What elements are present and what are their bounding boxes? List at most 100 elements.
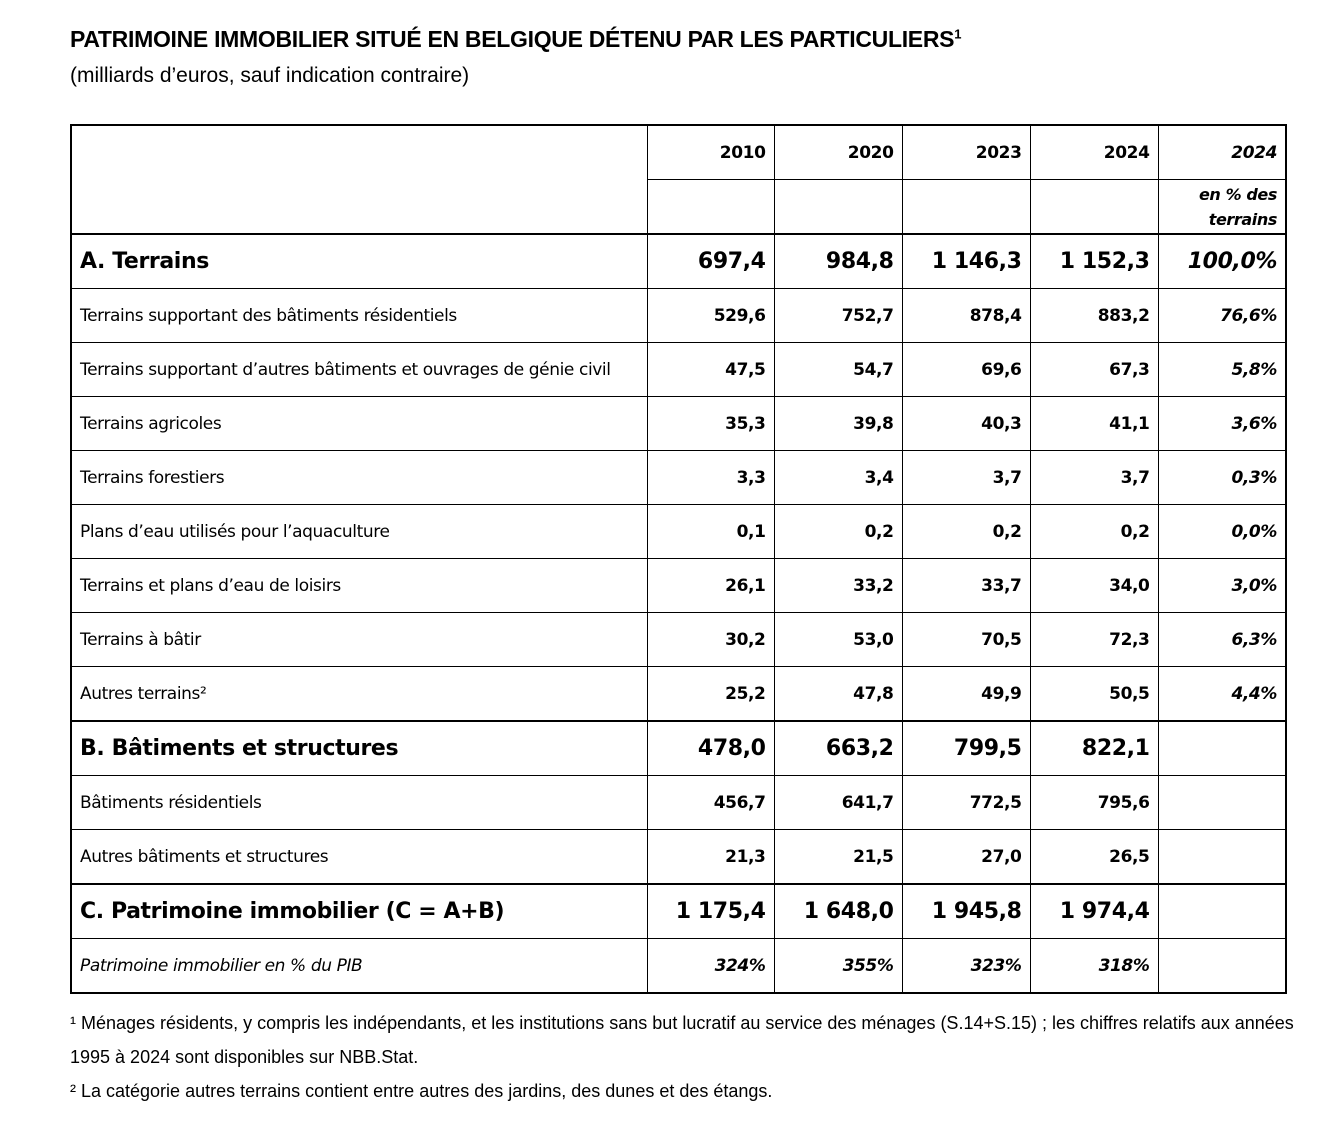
- value-cell: 529,6: [646, 288, 775, 343]
- table-row: Autres bâtiments et structures 21,3 21,5 27…: [70, 829, 1287, 885]
- subtitle: (milliards d’euros, sauf indication cont…: [70, 64, 470, 87]
- value-cell: 752,7: [773, 288, 903, 343]
- row-label: Terrains supportant d’autres bâtiments e…: [70, 342, 648, 397]
- value-cell: 984,8: [773, 233, 903, 289]
- value-cell: 30,2: [646, 612, 775, 667]
- empty-cell: [646, 179, 775, 235]
- pct-cell: 6,3%: [1157, 612, 1287, 667]
- value-cell: 355%: [773, 938, 903, 994]
- col-header: 2024: [1029, 124, 1159, 180]
- row-label: Autres bâtiments et structures: [70, 829, 648, 885]
- row-label: Patrimoine immobilier en % du PIB: [70, 938, 648, 994]
- col-header: 2024: [1157, 124, 1287, 180]
- empty-cell: [1029, 179, 1159, 235]
- value-cell: 799,5: [901, 720, 1031, 776]
- table-row: Terrains et plans d’eau de loisirs 26,1 33…: [70, 558, 1287, 613]
- row-label: Terrains et plans d’eau de loisirs: [70, 558, 648, 613]
- pct-cell: 3,0%: [1157, 558, 1287, 613]
- row-label: Bâtiments résidentiels: [70, 775, 648, 830]
- value-cell: 49,9: [901, 666, 1031, 722]
- value-cell: 1 945,8: [901, 883, 1031, 939]
- header-empty-cell: [70, 124, 648, 235]
- footnote-1: ¹ Ménages résidents, y compris les indép…: [70, 1013, 1294, 1067]
- value-cell: 0,2: [773, 504, 903, 559]
- value-cell: 54,7: [773, 342, 903, 397]
- pct-cell: 5,8%: [1157, 342, 1287, 397]
- row-label: Terrains agricoles: [70, 396, 648, 451]
- pct-cell: 76,6%: [1157, 288, 1287, 343]
- header-row-years: 2010 2020 2023 2024 2024: [70, 124, 1287, 235]
- row-label: Plans d’eau utilisés pour l’aquaculture: [70, 504, 648, 559]
- col-header: 2020: [773, 124, 903, 180]
- value-cell: 25,2: [646, 666, 775, 722]
- row-label: Terrains supportant des bâtiments réside…: [70, 288, 648, 343]
- row-label: A. Terrains: [70, 233, 648, 289]
- value-cell: 26,1: [646, 558, 775, 613]
- pct-cell: [1157, 775, 1287, 830]
- pct-cell: 3,6%: [1157, 396, 1287, 451]
- real-estate-table: 2010 2020 2023 2024 2024 en % des terrai…: [70, 124, 1287, 994]
- value-cell: 47,8: [773, 666, 903, 722]
- pct-cell: [1157, 938, 1287, 994]
- value-cell: 324%: [646, 938, 775, 994]
- value-cell: 67,3: [1029, 342, 1159, 397]
- footnote-2: ² La catégorie autres terrains contient …: [70, 1081, 773, 1101]
- value-cell: 456,7: [646, 775, 775, 830]
- value-cell: 878,4: [901, 288, 1031, 343]
- title-text: PATRIMOINE IMMOBILIER SITUÉ EN BELGIQUE …: [70, 26, 955, 52]
- value-cell: 21,3: [646, 829, 775, 885]
- table-row: Terrains à bâtir 30,2 53,0 70,5 72,3 6,3%: [70, 612, 1287, 667]
- table-row: Terrains supportant d’autres bâtiments e…: [70, 342, 1287, 397]
- pct-header: en % des terrains: [1157, 179, 1287, 235]
- value-cell: 41,1: [1029, 396, 1159, 451]
- pct-cell: [1157, 883, 1287, 939]
- row-label: C. Patrimoine immobilier (C = A+B): [70, 883, 648, 939]
- value-cell: 478,0: [646, 720, 775, 776]
- table-row: Bâtiments résidentiels 456,7 641,7 772,5 795…: [70, 775, 1287, 830]
- table-row: Terrains supportant des bâtiments réside…: [70, 288, 1287, 343]
- value-cell: 34,0: [1029, 558, 1159, 613]
- pct-cell: [1157, 829, 1287, 885]
- value-cell: 1 152,3: [1029, 233, 1159, 289]
- value-cell: 3,7: [901, 450, 1031, 505]
- value-cell: 3,3: [646, 450, 775, 505]
- table-row: Autres terrains² 25,2 47,8 49,9 50,5 4,4%: [70, 666, 1287, 722]
- value-cell: 21,5: [773, 829, 903, 885]
- value-cell: 70,5: [901, 612, 1031, 667]
- value-cell: 0,2: [1029, 504, 1159, 559]
- value-cell: 883,2: [1029, 288, 1159, 343]
- value-cell: 1 175,4: [646, 883, 775, 939]
- value-cell: 323%: [901, 938, 1031, 994]
- footnotes: ¹ Ménages résidents, y compris les indép…: [70, 1006, 1300, 1108]
- value-cell: 35,3: [646, 396, 775, 451]
- table-row: Terrains agricoles 35,3 39,8 40,3 41,1 3,6%: [70, 396, 1287, 451]
- value-cell: 33,2: [773, 558, 903, 613]
- value-cell: 3,4: [773, 450, 903, 505]
- pct-cell: 100,0%: [1157, 233, 1287, 289]
- pct-cell: 0,3%: [1157, 450, 1287, 505]
- value-cell: 0,1: [646, 504, 775, 559]
- table-row: B. Bâtiments et structures 478,0 663,2 799,…: [70, 720, 1287, 776]
- value-cell: 72,3: [1029, 612, 1159, 667]
- value-cell: 50,5: [1029, 666, 1159, 722]
- table-row: Plans d’eau utilisés pour l’aquaculture 0…: [70, 504, 1287, 559]
- row-label: Autres terrains²: [70, 666, 648, 722]
- value-cell: 697,4: [646, 233, 775, 289]
- value-cell: 69,6: [901, 342, 1031, 397]
- table-row: C. Patrimoine immobilier (C = A+B) 1 175,…: [70, 883, 1287, 939]
- value-cell: 3,7: [1029, 450, 1159, 505]
- page-title: PATRIMOINE IMMOBILIER SITUÉ EN BELGIQUE …: [70, 26, 961, 53]
- value-cell: 0,2: [901, 504, 1031, 559]
- value-cell: 33,7: [901, 558, 1031, 613]
- value-cell: 318%: [1029, 938, 1159, 994]
- empty-cell: [901, 179, 1031, 235]
- table-row: Terrains forestiers 3,3 3,4 3,7 3,7 0,3%: [70, 450, 1287, 505]
- value-cell: 26,5: [1029, 829, 1159, 885]
- pct-cell: 4,4%: [1157, 666, 1287, 722]
- value-cell: 39,8: [773, 396, 903, 451]
- col-header: 2023: [901, 124, 1031, 180]
- value-cell: 641,7: [773, 775, 903, 830]
- row-label: Terrains à bâtir: [70, 612, 648, 667]
- value-cell: 40,3: [901, 396, 1031, 451]
- value-cell: 1 648,0: [773, 883, 903, 939]
